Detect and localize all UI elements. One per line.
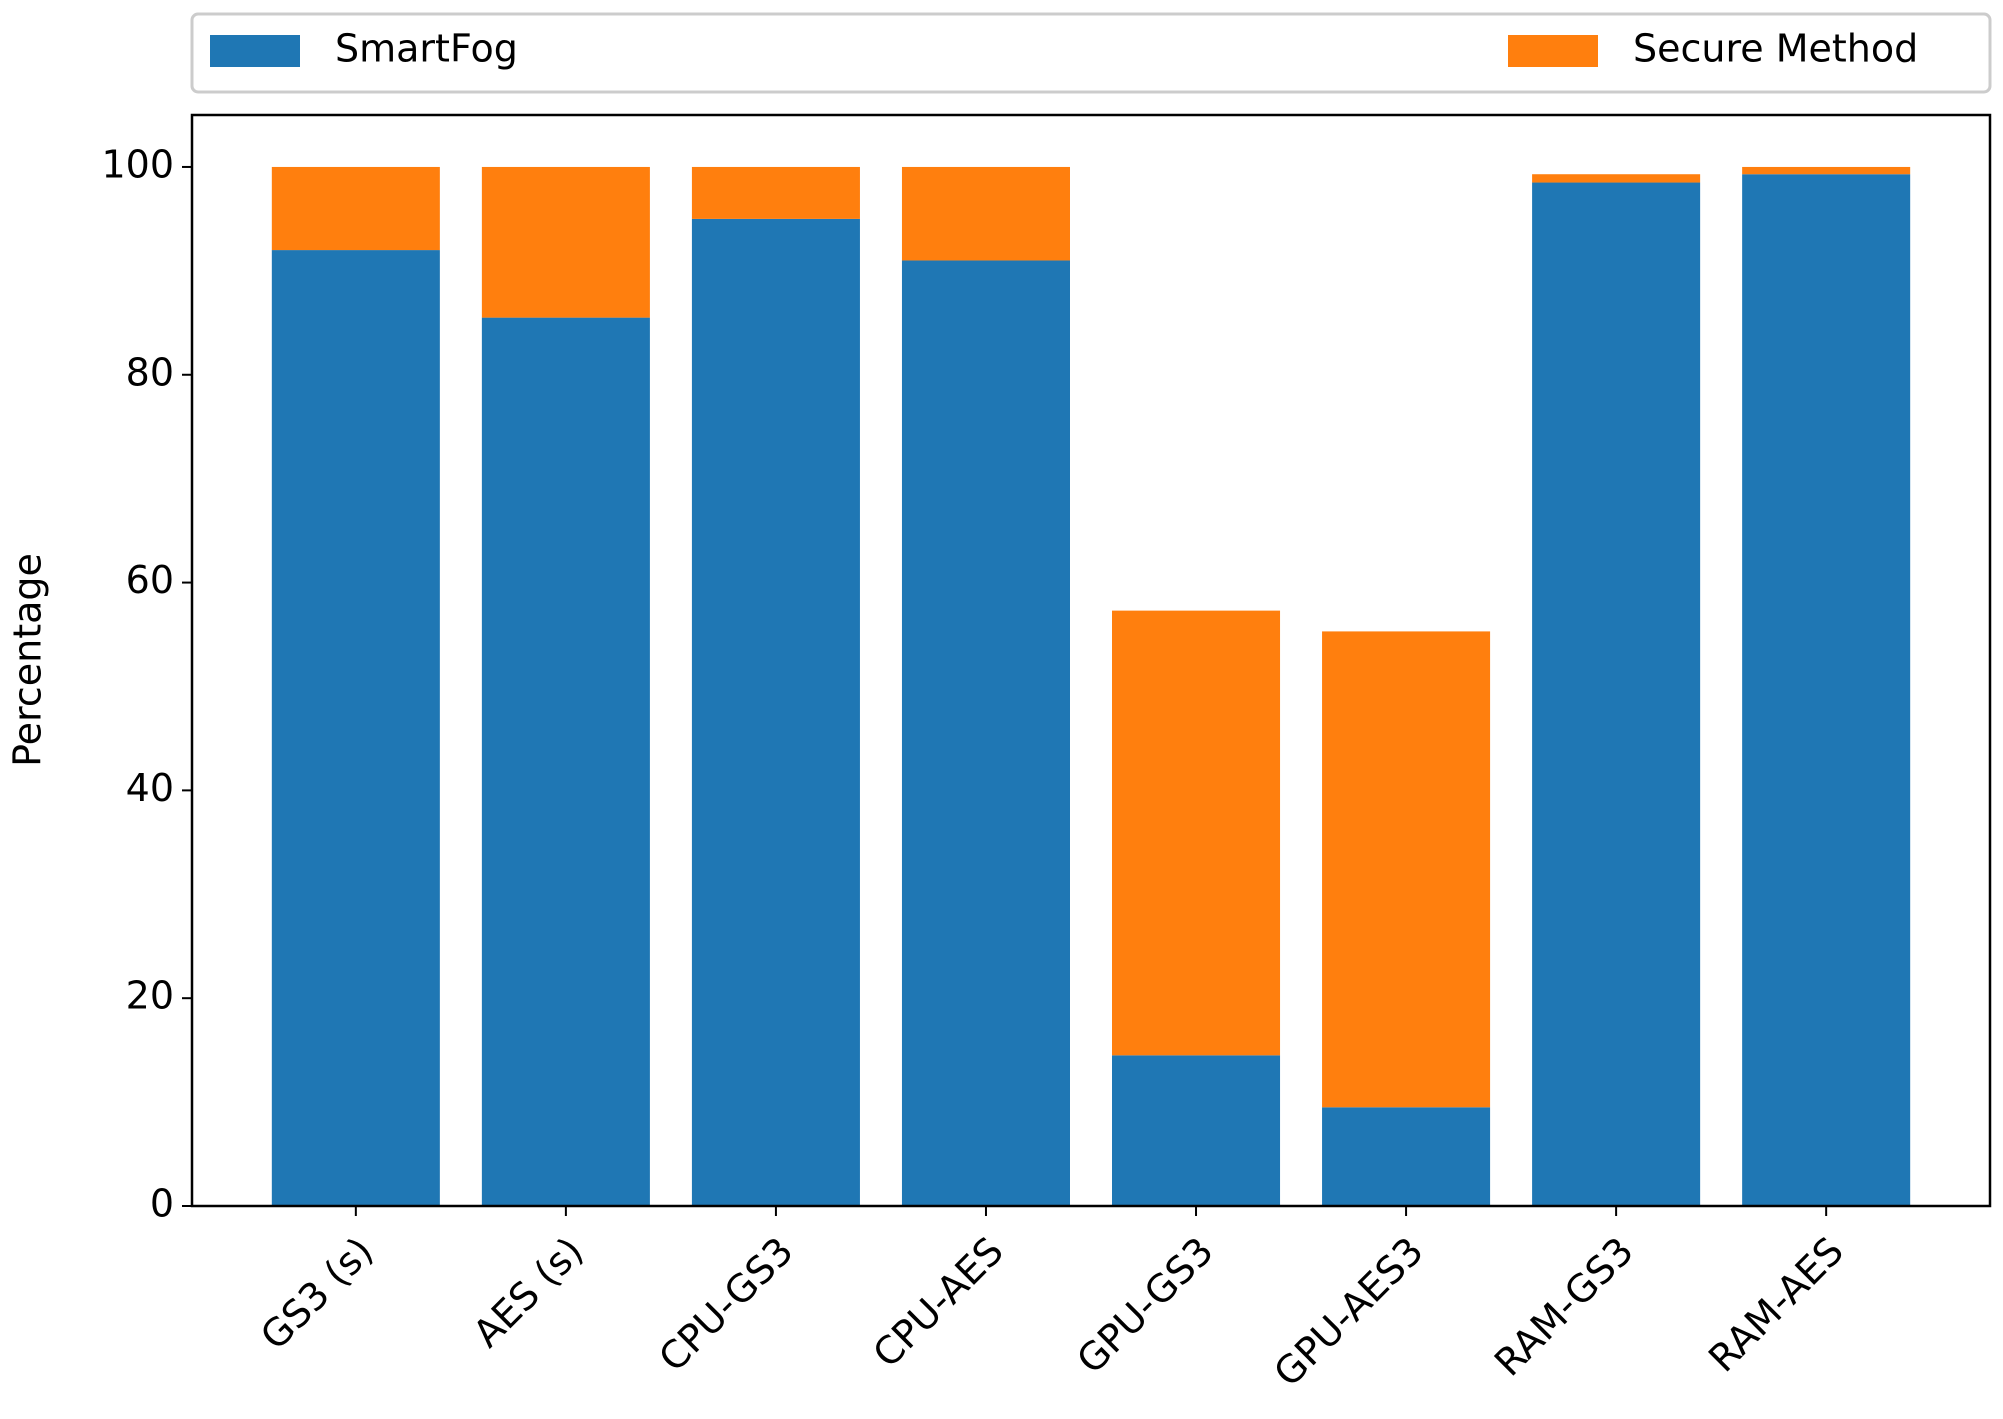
y-tick-label: 80 <box>126 350 174 394</box>
bar-segment <box>1532 182 1701 1207</box>
bar-segment <box>1322 1107 1491 1206</box>
y-axis-label: Percentage <box>6 553 50 767</box>
legend-label: SmartFog <box>335 27 518 71</box>
legend-swatch <box>1508 35 1598 67</box>
bar-segment <box>901 166 1070 261</box>
legend-box <box>190 12 1992 94</box>
bar-segment <box>1112 610 1281 1056</box>
bar-segment <box>1742 166 1911 175</box>
plot-frame <box>190 113 1992 1208</box>
bar-segment <box>691 218 860 1206</box>
bar-segment <box>271 166 440 251</box>
y-tick-label: 0 <box>150 1182 174 1226</box>
bar-segment <box>1532 174 1701 183</box>
x-tick-label: RAM-AES <box>1700 1229 1852 1381</box>
bar-segment <box>901 260 1070 1206</box>
legend-swatch <box>210 35 300 67</box>
y-tick-label: 60 <box>126 558 174 602</box>
legend-label: Secure Method <box>1633 27 1918 71</box>
y-tick-label: 100 <box>101 142 174 186</box>
x-tick-label: CPU-AES <box>864 1229 1011 1376</box>
bar-segment <box>1742 174 1911 1206</box>
x-tick-label: GPU-GS3 <box>1068 1229 1221 1382</box>
x-tick-label: GPU-AES3 <box>1265 1229 1431 1395</box>
bar-segment <box>691 166 860 219</box>
x-tick-label: GS3 (s) <box>252 1229 382 1359</box>
bar-segment <box>1322 631 1491 1108</box>
x-tick-label: RAM-GS3 <box>1486 1229 1642 1385</box>
x-tick-label: CPU-GS3 <box>650 1229 801 1380</box>
bar-segment <box>271 250 440 1207</box>
x-tick-label: AES (s) <box>465 1229 592 1356</box>
bar-segment <box>1112 1055 1281 1206</box>
bar-segment <box>481 166 650 318</box>
bar-segment <box>481 317 650 1207</box>
y-tick-label: 40 <box>126 766 174 810</box>
y-tick-label: 20 <box>126 974 174 1018</box>
